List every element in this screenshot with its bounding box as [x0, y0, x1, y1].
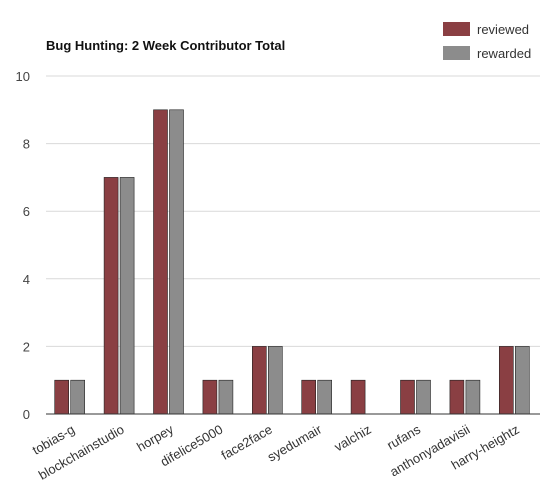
x-tick-label: syedumair: [265, 421, 325, 464]
bar-reviewed-harry-heightz: [498, 346, 514, 415]
bar-rewarded-difelice5000: [218, 379, 234, 415]
bar-rewarded-horpey: [169, 109, 184, 415]
x-tick-label: valchiz: [332, 422, 374, 455]
x-tick-label: face2face: [218, 422, 274, 463]
bar-reviewed-face2face: [252, 346, 267, 415]
bar-rewarded-rufans: [416, 379, 431, 415]
bar-reviewed-tobias-g: [54, 379, 70, 415]
legend-swatch-reviewed: [443, 22, 470, 36]
y-tick-label: 0: [23, 407, 30, 422]
x-tick-label: blockchainstudio: [36, 422, 127, 483]
legend: reviewed rewarded: [443, 22, 531, 61]
bar-rewarded-anthonyadavisii: [465, 379, 481, 415]
bar-rewarded-face2face: [267, 346, 283, 415]
bar-reviewed-rufans: [400, 379, 415, 415]
bar-rewarded-tobias-g: [70, 379, 85, 415]
bar-reviewed-anthonyadavisii: [449, 379, 465, 415]
legend-swatch-rewarded: [443, 46, 470, 60]
bar-rewarded-harry-heightz: [514, 346, 530, 415]
bar-reviewed-difelice5000: [202, 379, 218, 415]
legend-label-reviewed: reviewed: [477, 22, 529, 37]
y-tick-label: 2: [23, 339, 30, 354]
bars-layer: [54, 109, 530, 415]
legend-label-rewarded: rewarded: [477, 46, 531, 61]
y-tick-label: 6: [23, 204, 30, 219]
bar-reviewed-syedumair: [301, 379, 317, 415]
chart-title: Bug Hunting: 2 Week Contributor Total: [46, 38, 285, 53]
bar-rewarded-syedumair: [317, 379, 333, 415]
bar-reviewed-blockchainstudio: [103, 177, 119, 415]
y-tick-label: 4: [23, 272, 30, 287]
bar-reviewed-valchiz: [350, 379, 366, 415]
y-tick-label: 8: [23, 137, 30, 152]
y-tick-label: 10: [16, 69, 30, 84]
bar-reviewed-horpey: [153, 109, 168, 415]
bar-rewarded-blockchainstudio: [119, 177, 135, 415]
